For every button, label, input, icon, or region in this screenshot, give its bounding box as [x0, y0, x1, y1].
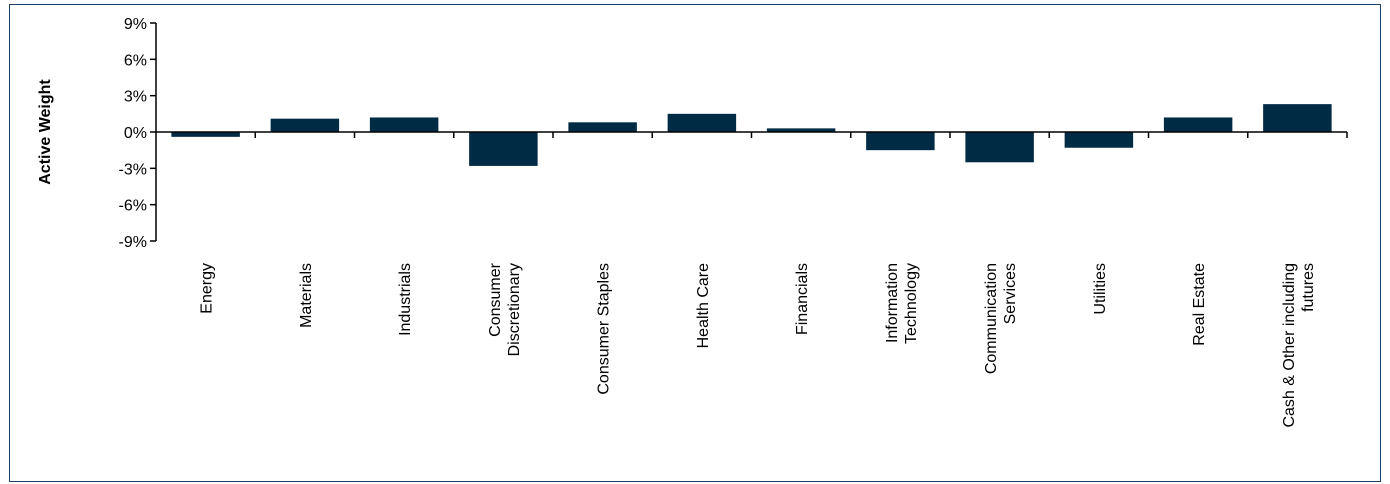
x-category-label-line: Consumer Staples — [596, 263, 613, 395]
bar-consumer-discretionary — [469, 132, 538, 166]
x-category-label: Health Care — [695, 263, 712, 348]
x-category-label: Consumer Discretionary — [487, 262, 523, 356]
x-category-label-line: Technology — [903, 263, 920, 344]
bar-communication-services — [965, 132, 1034, 163]
x-category-label-line: Real Estate — [1191, 263, 1208, 346]
x-category-label: Materials — [298, 263, 315, 328]
x-category-label: Energy — [199, 263, 216, 314]
x-category-label-line: Information — [884, 263, 901, 343]
y-tick-label: 6% — [124, 52, 147, 69]
x-category-label: Utilities — [1092, 263, 1109, 315]
x-category-label-line: Communication — [983, 263, 1000, 374]
bar-consumer-staples — [568, 122, 637, 132]
bar-materials — [270, 118, 340, 132]
x-category-label-line: Consumer — [487, 262, 504, 336]
bar-utilities — [1064, 132, 1134, 148]
x-category-label-line: Cash & Other including — [1281, 263, 1298, 428]
bar-industrials — [369, 117, 439, 132]
x-category-label-line: Health Care — [695, 263, 712, 348]
x-category-label: Information Technology — [884, 263, 920, 344]
y-tick-label: -3% — [119, 161, 147, 178]
y-tick-label: 0% — [124, 125, 147, 142]
x-category-label-line: Energy — [199, 263, 216, 314]
x-category-label-line: Utilities — [1092, 263, 1109, 315]
x-category-label-line: futures — [1300, 263, 1317, 312]
x-category-label: Communication Services — [983, 263, 1019, 374]
y-axis-title: Active Weight — [37, 79, 54, 185]
y-tick-label: -9% — [119, 234, 147, 251]
bars — [171, 104, 1332, 166]
chart-frame: 9% 6% 3% 0% -3% -6% -9% Energy Materials Industri… — [9, 4, 1381, 482]
x-category-label: Financials — [794, 263, 811, 335]
bar-real-estate — [1163, 117, 1233, 132]
bar-cash-other-including-futures — [1263, 104, 1332, 132]
active-weight-bar-chart: 9% 6% 3% 0% -3% -6% -9% Energy Materials Industri… — [37, 16, 1348, 428]
x-category-label-line: Industrials — [397, 263, 414, 336]
bar-health-care — [667, 113, 737, 132]
labels: 9% 6% 3% 0% -3% -6% -9% Energy Materials Industri… — [119, 16, 1317, 428]
x-category-label: Consumer Staples — [596, 263, 613, 395]
bar-energy — [171, 132, 240, 137]
x-category-label-line: Financials — [794, 263, 811, 335]
axes — [150, 22, 1348, 242]
x-category-label: Cash & Other including futures — [1281, 263, 1317, 428]
y-tick-label: 9% — [124, 16, 147, 33]
x-category-label-line: Materials — [298, 263, 315, 328]
x-category-label: Real Estate — [1191, 263, 1208, 346]
bar-information-technology — [866, 132, 935, 151]
y-tick-label: 3% — [124, 89, 147, 106]
x-category-label-line: Services — [1002, 263, 1019, 324]
x-category-label-line: Discretionary — [506, 263, 523, 356]
x-category-label: Industrials — [397, 263, 414, 336]
bar-financials — [766, 128, 836, 132]
y-tick-label: -6% — [119, 198, 147, 215]
